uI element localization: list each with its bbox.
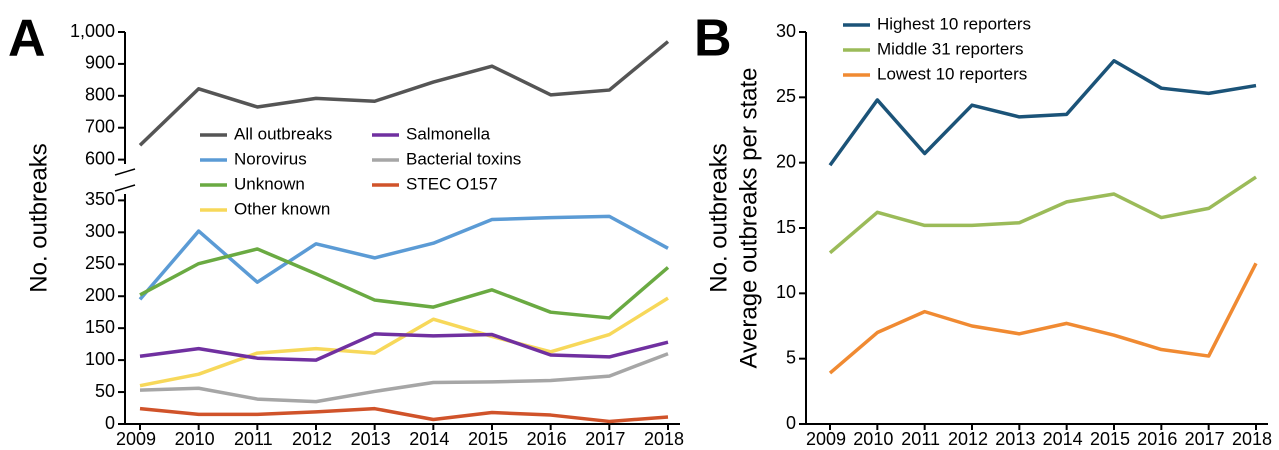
panel-label: A xyxy=(8,10,46,68)
series-line xyxy=(139,352,669,404)
x-tick-label: 2011 xyxy=(901,429,940,449)
y-tick-label: 700 xyxy=(85,116,115,136)
series-line xyxy=(139,332,669,362)
y-tick-label: 800 xyxy=(85,85,115,105)
x-tick-label: 2015 xyxy=(1090,429,1130,449)
series-line xyxy=(139,296,669,388)
y-axis-label: No. outbreaks xyxy=(705,143,732,292)
series-line xyxy=(139,247,670,320)
legend-label: Salmonella xyxy=(406,124,491,143)
x-tick-label: 2018 xyxy=(644,429,684,449)
series-line xyxy=(139,406,669,424)
x-tick-label: 2017 xyxy=(585,429,625,449)
x-tick-label: 2016 xyxy=(527,429,567,449)
x-tick-label: 2013 xyxy=(995,429,1035,449)
y-tick-label: 250 xyxy=(85,253,115,273)
legend-label: Highest 10 reporters xyxy=(877,14,1031,33)
legend-label: All outbreaks xyxy=(234,124,332,143)
y-tick-label: 25 xyxy=(776,86,796,106)
y-tick-label: 300 xyxy=(85,221,115,241)
y-tick-label: 30 xyxy=(776,21,796,41)
panel-label: B xyxy=(694,10,732,68)
x-tick-label: 2009 xyxy=(806,429,846,449)
series-line xyxy=(828,58,1257,167)
series-line xyxy=(138,40,670,147)
y-tick-label: 0 xyxy=(786,413,796,433)
y-axis-label: Average outbreaks per state xyxy=(735,67,762,368)
axis-break xyxy=(114,168,136,176)
x-tick-label: 2012 xyxy=(292,429,332,449)
legend-label: Unknown xyxy=(234,174,305,193)
y-tick-label: 15 xyxy=(776,217,796,237)
legend-label: STEC O157 xyxy=(406,174,498,193)
y-tick-label: 600 xyxy=(85,148,115,168)
series-line xyxy=(828,262,1258,375)
x-tick-label: 2011 xyxy=(234,429,273,449)
legend-label: Lowest 10 reporters xyxy=(877,64,1027,83)
x-tick-label: 2014 xyxy=(409,429,449,449)
x-tick-label: 2018 xyxy=(1232,429,1272,449)
x-tick-label: 2013 xyxy=(351,429,391,449)
x-tick-label: 2017 xyxy=(1185,429,1225,449)
legend-label: Middle 31 reporters xyxy=(877,39,1023,58)
y-tick-label: 0 xyxy=(105,413,115,433)
x-tick-label: 2009 xyxy=(116,429,156,449)
x-tick-label: 2012 xyxy=(948,429,988,449)
y-tick-label: 200 xyxy=(85,285,115,305)
series-line xyxy=(828,175,1257,255)
y-tick-label: 100 xyxy=(85,349,115,369)
x-tick-label: 2016 xyxy=(1137,429,1177,449)
y-tick-label: 350 xyxy=(85,189,115,209)
axis-break xyxy=(114,184,136,192)
legend-label: Bacterial toxins xyxy=(406,149,521,168)
x-tick-label: 2015 xyxy=(468,429,508,449)
y-axis-label: No. outbreaks xyxy=(25,143,52,292)
legend-label: Other known xyxy=(234,199,330,218)
y-tick-label: 1,000 xyxy=(70,21,115,41)
x-tick-label: 2010 xyxy=(853,429,893,449)
y-tick-label: 5 xyxy=(786,347,796,367)
legend-label: Norovirus xyxy=(234,149,307,168)
y-tick-label: 150 xyxy=(85,317,115,337)
y-tick-label: 50 xyxy=(95,381,115,401)
y-tick-label: 10 xyxy=(776,282,796,302)
y-tick-label: 900 xyxy=(85,53,115,73)
y-tick-label: 20 xyxy=(776,151,796,171)
x-tick-label: 2014 xyxy=(1043,429,1083,449)
x-tick-label: 2010 xyxy=(175,429,215,449)
